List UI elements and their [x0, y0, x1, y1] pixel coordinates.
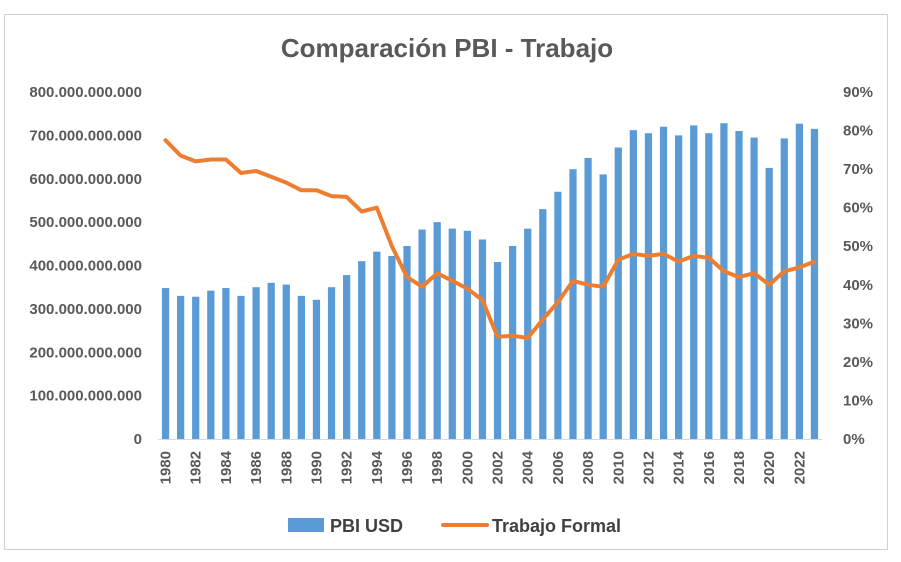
x-tick-label: 1986 [248, 451, 265, 484]
bar-2007 [569, 169, 577, 439]
x-tick-label: 2014 [671, 450, 688, 484]
bar-2009 [599, 174, 607, 439]
x-tick-label: 1988 [278, 451, 295, 484]
bar-2006 [554, 191, 562, 439]
bar-2001 [478, 239, 487, 439]
bar-1980 [161, 288, 170, 439]
y-tick-label: 300.000.000.000 [29, 301, 142, 318]
y2-tick-label: 20% [843, 354, 873, 371]
bar-2015 [690, 125, 698, 440]
y-tick-label: 0 [134, 431, 142, 448]
bar-2012 [644, 133, 653, 440]
x-tick-label: 1984 [218, 450, 235, 484]
x-tick-label: 1998 [429, 451, 446, 484]
bar-2017 [720, 123, 728, 439]
legend-label-pbi: PBI USD [330, 516, 403, 536]
x-tick-label: 2012 [640, 451, 657, 484]
bar-2016 [705, 133, 713, 440]
x-tick-label: 2016 [701, 451, 718, 484]
y-tick-label: 100.000.000.000 [29, 388, 142, 405]
y2-tick-label: 50% [843, 238, 873, 255]
bar-2008 [584, 157, 592, 439]
bar-1989 [297, 295, 305, 439]
x-tick-label: 2006 [550, 451, 567, 484]
right-axis-ticks: 0% 10% 20% 30% 40% 50% 60% 70% 80% 90% [843, 84, 873, 448]
x-tick-label: 2008 [580, 451, 597, 484]
chart-title: Comparación PBI - Trabajo [281, 33, 613, 63]
x-tick-label: 1980 [158, 451, 175, 484]
bar-2011 [629, 130, 637, 440]
x-tick-label: 1994 [369, 450, 386, 484]
x-tick-label: 2018 [731, 451, 748, 484]
x-tick-label: 2020 [761, 451, 778, 484]
bar-1984 [222, 288, 230, 439]
y-tick-label: 600.000.000.000 [29, 171, 142, 188]
y-tick-label: 400.000.000.000 [29, 258, 142, 275]
bar-2003 [509, 245, 517, 439]
y2-tick-label: 40% [843, 277, 873, 294]
bar-1981 [177, 295, 185, 439]
line-series-group [163, 138, 817, 340]
x-tick-label: 2022 [791, 451, 808, 484]
y-tick-label: 500.000.000.000 [29, 214, 142, 231]
bar-2005 [539, 209, 547, 439]
x-tick-label: 1992 [339, 451, 356, 484]
bar-1986 [252, 287, 260, 439]
bar-2020 [765, 167, 773, 439]
bar-2010 [614, 147, 622, 439]
left-axis-ticks: 0 100.000.000.000 200.000.000.000 300.000.0… [29, 84, 142, 448]
bar-1991 [327, 287, 336, 439]
x-tick-label: 2002 [490, 451, 507, 484]
y2-tick-label: 10% [843, 392, 873, 409]
bar-1982 [192, 296, 200, 439]
x-tick-label: 1982 [188, 451, 205, 484]
bar-2004 [524, 228, 532, 439]
y-tick-label: 200.000.000.000 [29, 344, 142, 361]
legend-swatch-pbi [288, 518, 324, 532]
bar-1995 [388, 255, 396, 439]
bar-1992 [343, 275, 351, 439]
legend-label-trabajo: Trabajo Formal [492, 516, 621, 536]
bar-2018 [735, 131, 743, 439]
bar-1983 [207, 290, 215, 439]
bar-1999 [448, 228, 456, 439]
bar-1994 [373, 251, 381, 439]
y2-tick-label: 90% [843, 84, 873, 101]
y2-tick-label: 70% [843, 161, 873, 178]
y-tick-label: 700.000.000.000 [29, 127, 142, 144]
x-tick-label: 2004 [520, 450, 537, 484]
bar-2002 [493, 262, 502, 439]
x-axis-ticks: 1980 1982 1984 1986 1988 1990 1992 1994 1996 1998… [158, 450, 809, 484]
bar-1985 [237, 295, 245, 439]
bar-1988 [282, 284, 290, 439]
bar-2014 [675, 135, 683, 439]
bar-1996 [403, 245, 411, 439]
bar-series-group [161, 123, 819, 440]
y2-tick-label: 0% [843, 431, 865, 448]
legend: PBI USD Trabajo Formal [288, 516, 621, 536]
bar-2013 [659, 126, 668, 439]
y2-tick-label: 30% [843, 315, 873, 332]
y2-tick-label: 60% [843, 200, 873, 217]
y2-tick-label: 80% [843, 123, 873, 140]
bar-1997 [418, 229, 426, 439]
bar-2019 [750, 137, 758, 439]
line-trabajo-formal [163, 138, 817, 340]
x-tick-label: 1990 [308, 451, 325, 484]
x-tick-label: 2010 [610, 451, 627, 484]
x-tick-label: 2000 [459, 451, 476, 484]
bar-1998 [433, 222, 441, 439]
bar-2021 [780, 138, 788, 439]
bar-1987 [267, 282, 275, 439]
bar-2000 [463, 230, 471, 439]
x-tick-label: 1996 [399, 451, 416, 484]
bar-2023 [810, 128, 819, 439]
bar-2022 [795, 123, 803, 439]
y-tick-label: 800.000.000.000 [29, 84, 142, 101]
bar-1993 [358, 261, 366, 439]
bar-1990 [312, 299, 321, 439]
